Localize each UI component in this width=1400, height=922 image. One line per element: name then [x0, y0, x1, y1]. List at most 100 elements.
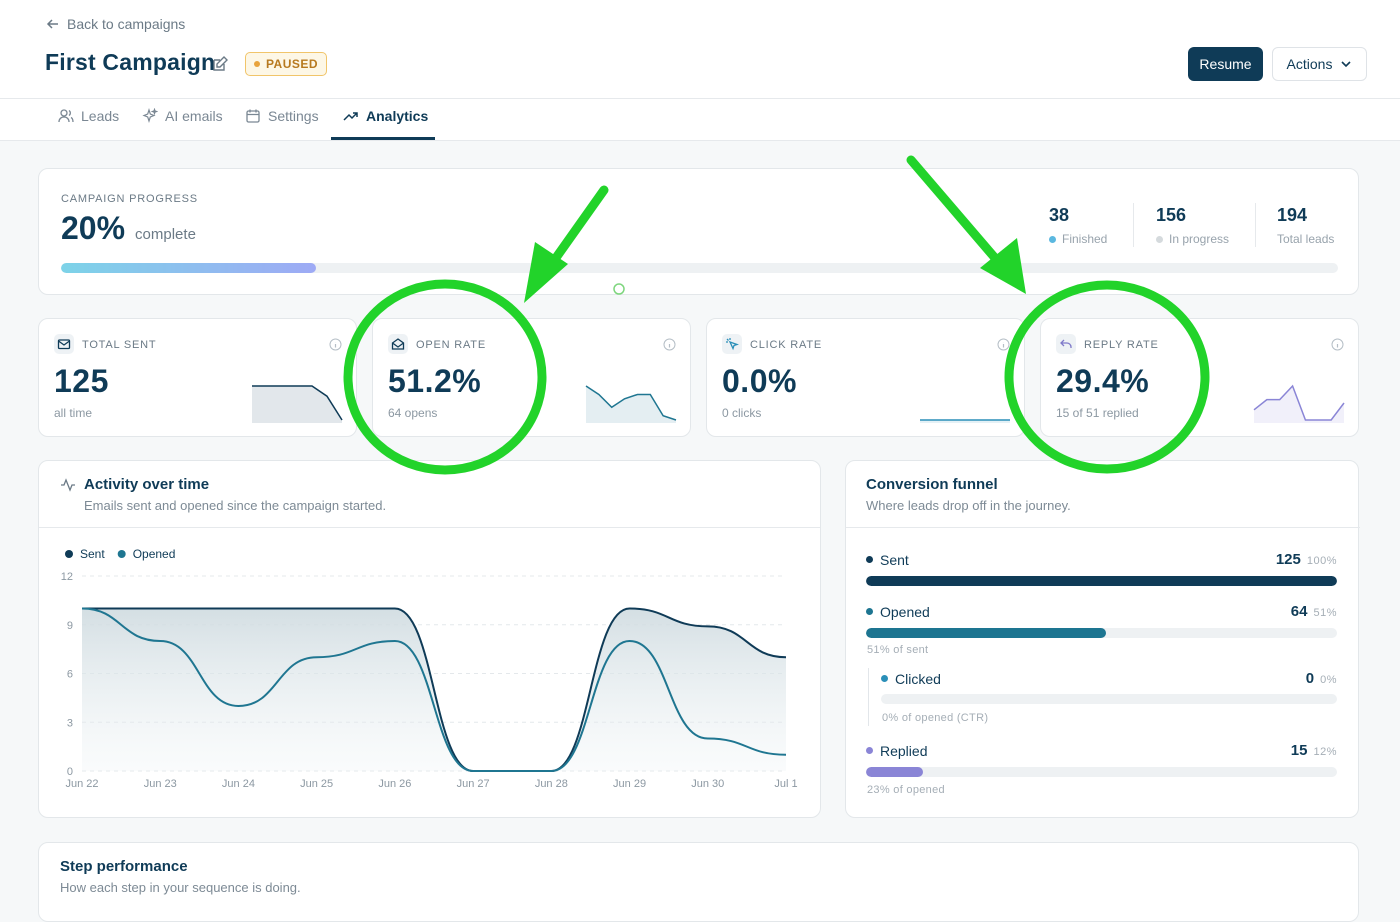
funnel-track [866, 628, 1337, 638]
series-line [81, 607, 787, 772]
progress-card: CAMPAIGN PROGRESS 20% complete 38 Finish… [38, 168, 1359, 295]
stage-count: 125 [1275, 551, 1301, 568]
funnel-title: Conversion funnel [866, 476, 998, 493]
tab-underline [331, 137, 435, 140]
header-bar [0, 0, 1400, 141]
stat-label: In progress [1169, 232, 1230, 246]
activity-chart: 0 3 6 9 12 Jun 22 Jun 23 Jun 24 Jun 25 Jun 26 Jun … [61, 547, 798, 790]
sparkline-line [585, 385, 677, 421]
metric-label: CLICK RATE [750, 339, 822, 351]
progress-track [61, 263, 1338, 273]
metric-label: REPLY RATE [1084, 339, 1159, 351]
metric-value: 51.2% [388, 363, 482, 399]
x-tick-label: Jul 1 [774, 778, 797, 790]
x-tick-label: Jun 29 [613, 778, 646, 790]
progress-summary: 20% complete [61, 210, 196, 247]
stage-note: 23% of opened [867, 784, 945, 796]
tab[interactable]: Leads [58, 108, 119, 124]
stat-label: Finished [1062, 232, 1108, 246]
metric-card: REPLY RATE 29.4% 15 of 51 replied [1040, 318, 1359, 437]
tab-label: Settings [268, 108, 319, 124]
sparkline [252, 385, 343, 423]
stage-count: 64 [1290, 603, 1308, 620]
metric-sub: 0 clicks [722, 406, 762, 420]
funnel-track [866, 767, 1337, 777]
stage-note: 0% of opened (CTR) [882, 712, 989, 724]
tab-active[interactable]: Analytics [343, 108, 428, 124]
divider [39, 527, 820, 528]
info-icon[interactable] [1331, 338, 1344, 351]
step-subtitle: How each step in your sequence is doing. [60, 880, 301, 895]
stage-pct: 51% [1313, 607, 1337, 619]
y-tick-label: 9 [67, 620, 73, 632]
divider [1133, 203, 1134, 247]
stat: 156 In progress [1156, 205, 1229, 246]
metric-card: CLICK RATE 0.0% 0 clicks [706, 318, 1025, 437]
sparkline-line [1253, 384, 1345, 421]
y-tick-label: 3 [67, 717, 73, 729]
progress-label: CAMPAIGN PROGRESS [61, 193, 198, 205]
activity-card: Activity over time Emails sent and opene… [38, 460, 821, 818]
y-tick-label: 12 [61, 571, 73, 583]
stage-name: Sent [880, 551, 909, 568]
stage-name: Clicked [895, 670, 941, 687]
sparkline-area [586, 386, 676, 423]
metric-card: TOTAL SENT 125 all time [38, 318, 357, 437]
tab-label: AI emails [165, 108, 223, 124]
sparkline [1253, 384, 1345, 423]
stat-value: 194 [1277, 205, 1308, 225]
back-link[interactable]: Back to campaigns [46, 16, 185, 32]
info-icon[interactable] [997, 338, 1010, 351]
step-title: Step performance [60, 858, 188, 875]
tab[interactable]: Settings [245, 108, 319, 124]
x-tick-label: Jun 27 [457, 778, 490, 790]
tab-label: Analytics [366, 108, 429, 124]
x-tick-label: Jun 26 [378, 778, 411, 790]
metric-label: TOTAL SENT [82, 339, 157, 351]
funnel-row: Replied 15 12% [866, 742, 1337, 759]
metric-card: OPEN RATE 51.2% 64 opens [372, 318, 691, 437]
stat-label: Total leads [1277, 232, 1335, 246]
funnel-row: Sent 125 100% [866, 551, 1337, 568]
divider [1255, 203, 1256, 247]
sparkline [585, 385, 677, 423]
x-tick-label: Jun 23 [144, 778, 177, 790]
stage-note: 51% of sent [867, 644, 929, 656]
chart-subtitle: Emails sent and opened since the campaig… [84, 498, 387, 513]
x-tick-label: Jun 24 [222, 778, 255, 790]
stage-count: 15 [1290, 742, 1308, 759]
progress-complete: complete [135, 226, 196, 243]
resume-text: Resume [1199, 56, 1252, 72]
info-icon[interactable] [663, 338, 676, 351]
x-tick-label: Jun 30 [691, 778, 724, 790]
sparkline [920, 419, 1010, 423]
tab[interactable]: AI emails [142, 108, 223, 124]
legend-label: Opened [133, 547, 176, 561]
metric-value: 125 [54, 363, 109, 399]
status-badge: PAUSED [245, 52, 327, 76]
back-icon [46, 19, 58, 29]
funnel-bar [866, 628, 1107, 638]
tab-icon [58, 109, 74, 123]
actions-button[interactable]: Actions [1272, 47, 1367, 81]
funnel-track [881, 694, 1337, 704]
stage-pct: 12% [1313, 746, 1337, 758]
chart-title: Activity over time [84, 476, 210, 493]
metric-icon [391, 338, 405, 350]
divider [0, 98, 1400, 99]
back-text: Back to campaigns [67, 16, 186, 32]
metric-value: 29.4% [1056, 363, 1150, 399]
resume-button[interactable]: Resume [1188, 47, 1263, 81]
stat-value: 38 [1049, 205, 1070, 225]
y-tick-label: 0 [67, 766, 73, 778]
tab-icon [246, 109, 260, 123]
legend-dot [117, 550, 126, 558]
funnel-subtitle: Where leads drop off in the journey. [866, 498, 1071, 513]
metric-sub: 15 of 51 replied [1056, 406, 1139, 420]
tab-icon [343, 112, 358, 121]
x-tick-label: Jun 28 [535, 778, 568, 790]
stat: 194 Total leads [1277, 205, 1334, 246]
edit-icon[interactable] [211, 55, 229, 73]
info-icon[interactable] [329, 338, 342, 351]
